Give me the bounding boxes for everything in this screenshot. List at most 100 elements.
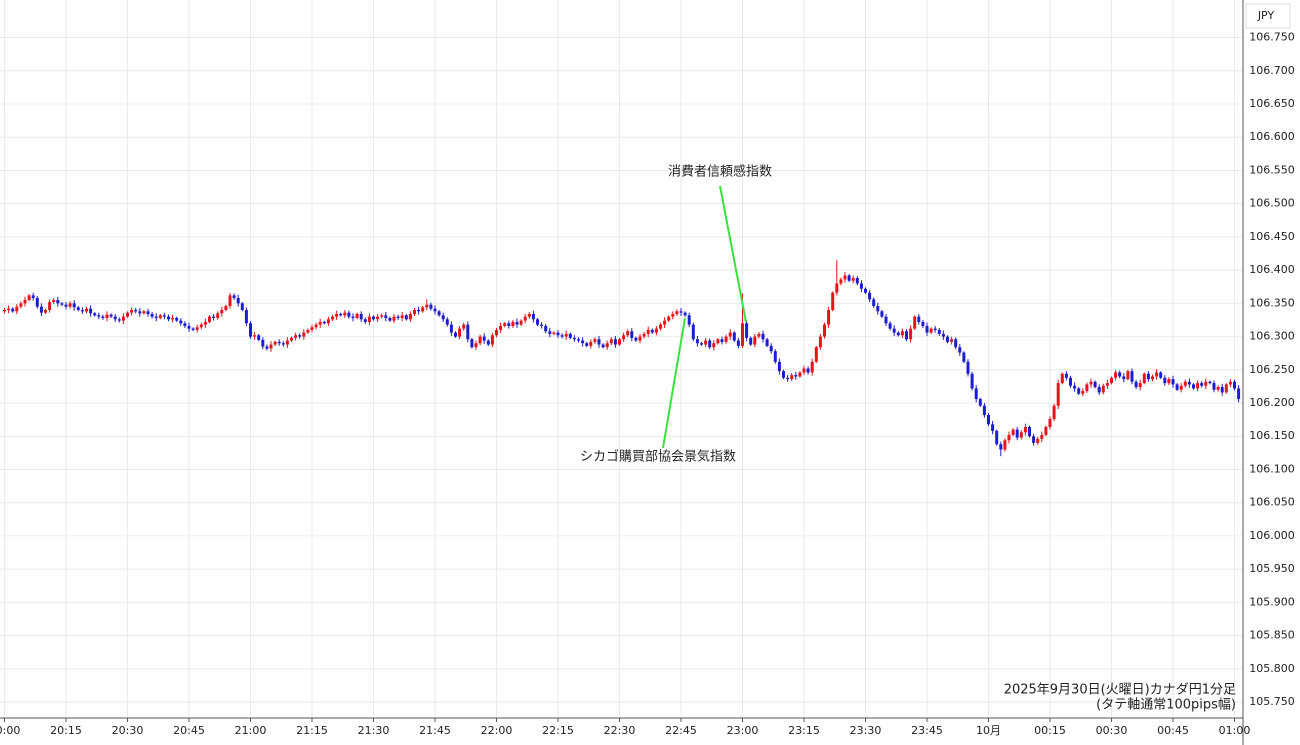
candle-body: [1167, 379, 1171, 384]
candle-body: [814, 347, 818, 362]
y-tick-label: 105.900: [1249, 595, 1295, 608]
candle-body: [68, 303, 72, 307]
candle-body: [1011, 429, 1015, 435]
candle-body: [794, 375, 798, 377]
x-tick-label: 01:00: [1219, 724, 1251, 737]
candle-body: [1224, 384, 1228, 393]
candle-body: [392, 316, 396, 321]
candle-body: [64, 304, 68, 307]
candle-body: [523, 316, 527, 321]
candle-body: [782, 371, 785, 378]
candle-body: [175, 317, 179, 321]
candle-body: [605, 343, 609, 348]
candle-body: [855, 278, 859, 284]
candle-body: [1220, 387, 1224, 393]
candle-body: [367, 316, 371, 322]
y-tick-label: 106.550: [1249, 163, 1295, 176]
candle-body: [1171, 379, 1175, 385]
candle-body: [765, 339, 769, 346]
candle-body: [839, 279, 843, 284]
candle-body: [1069, 377, 1072, 386]
candle-body: [921, 321, 925, 326]
candle-body: [601, 344, 605, 348]
candle-body: [281, 343, 285, 345]
candle-body: [987, 414, 990, 425]
candle-body: [212, 316, 216, 318]
candle-body: [917, 316, 921, 322]
candle-body: [495, 329, 498, 336]
x-tick-label: 00:45: [1157, 724, 1189, 737]
candle-body: [203, 321, 207, 325]
candle-body: [56, 300, 60, 304]
candle-body: [126, 312, 129, 317]
candle-body: [954, 339, 958, 348]
candle-body: [85, 308, 88, 312]
candle-body: [941, 333, 945, 337]
y-tick-label: 106.600: [1249, 130, 1295, 143]
candle-body: [773, 351, 777, 362]
candle-body: [769, 345, 773, 352]
candle-body: [667, 316, 671, 321]
candle-body: [134, 309, 138, 312]
candle-body: [458, 328, 462, 337]
candle-body: [1237, 388, 1241, 400]
candle-body: [572, 337, 576, 340]
candle-body: [1114, 372, 1118, 378]
candle-body: [741, 323, 744, 346]
candle-body: [654, 328, 658, 333]
y-tick-label: 106.400: [1249, 263, 1295, 276]
candle-body: [89, 308, 93, 314]
candle-body: [999, 444, 1003, 450]
candle-body: [630, 331, 634, 338]
candle-body: [1015, 429, 1019, 438]
candle-body: [462, 324, 466, 329]
candle-body: [876, 306, 880, 312]
candle-body: [1110, 377, 1113, 384]
candle-body: [183, 323, 187, 326]
candle-body: [1151, 376, 1154, 380]
candle-body: [466, 324, 470, 340]
candle-body: [228, 295, 232, 307]
candle-body: [335, 313, 339, 317]
candle-body: [486, 340, 490, 345]
candle-body: [277, 341, 281, 344]
candle-body: [761, 333, 765, 340]
candle-body: [536, 319, 539, 325]
candle-body: [441, 315, 445, 320]
candle-body: [970, 373, 974, 389]
candle-body: [527, 313, 531, 317]
candle-body: [314, 324, 318, 328]
candle-body: [167, 316, 170, 320]
candle-body: [499, 325, 503, 330]
candle-body: [1204, 381, 1208, 386]
candle-body: [909, 328, 913, 340]
candle-body: [1138, 383, 1142, 388]
candle-body: [269, 344, 273, 349]
candle-body: [745, 323, 749, 338]
y-tick-label: 106.050: [1249, 496, 1295, 509]
candle-body: [691, 324, 695, 340]
candle-body: [564, 333, 568, 337]
y-tick-label: 106.750: [1249, 31, 1295, 44]
candle-body: [23, 300, 27, 304]
candle-body: [1134, 381, 1138, 388]
candle-body: [900, 331, 904, 336]
candle-body: [355, 313, 359, 318]
y-tick-label: 106.300: [1249, 330, 1295, 343]
candle-body: [1023, 426, 1027, 433]
candle-body: [851, 278, 855, 281]
candle-body: [671, 313, 675, 317]
candle-body: [831, 292, 835, 310]
candle-body: [946, 336, 949, 342]
candle-body: [1200, 383, 1204, 386]
candle-body: [650, 329, 654, 333]
candle-body: [1233, 381, 1236, 389]
y-tick-label: 106.450: [1249, 230, 1295, 243]
candle-body: [437, 311, 441, 316]
candle-body: [261, 339, 265, 347]
candle-body: [663, 320, 667, 325]
candle-body: [732, 332, 736, 341]
candle-body: [884, 316, 888, 324]
